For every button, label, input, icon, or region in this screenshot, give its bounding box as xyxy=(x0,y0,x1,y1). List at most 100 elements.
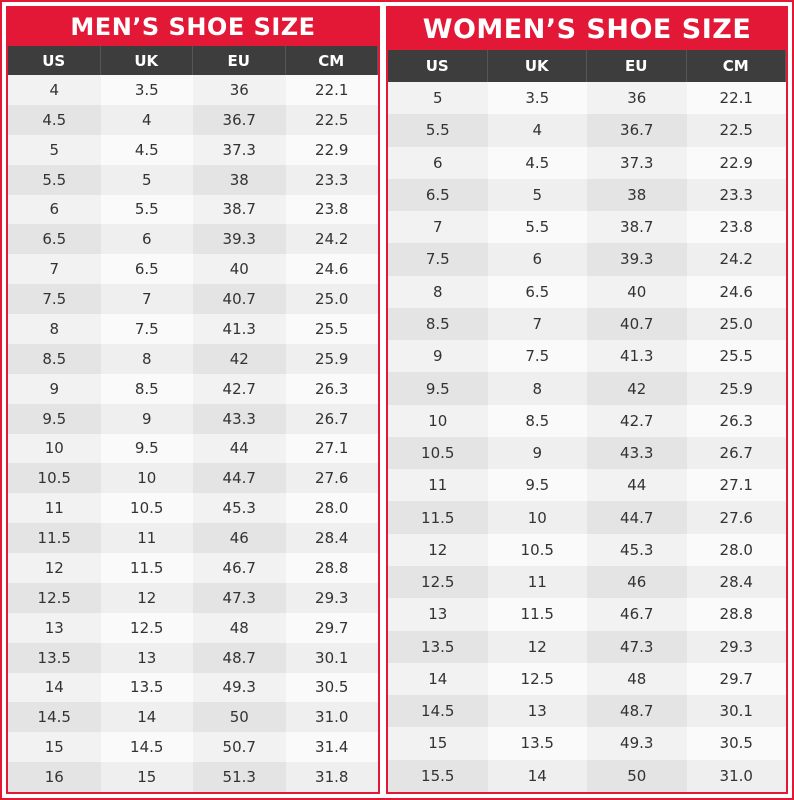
table-cell: 26.3 xyxy=(285,373,378,404)
table-cell: 5.5 xyxy=(388,114,488,147)
table-cell: 11.5 xyxy=(388,501,488,534)
table-cell: 39.3 xyxy=(587,243,687,276)
table-cell: 24.2 xyxy=(285,224,378,255)
table-cell: 24.6 xyxy=(285,254,378,285)
table-cell: 40 xyxy=(193,254,286,285)
table-cell: 31.0 xyxy=(686,759,786,792)
table-cell: 10 xyxy=(388,404,488,437)
table-cell: 25.5 xyxy=(686,340,786,373)
table-cell: 3.5 xyxy=(100,75,193,105)
table-cell: 11 xyxy=(388,469,488,502)
table-cell: 26.3 xyxy=(686,404,786,437)
table-cell: 8.5 xyxy=(100,373,193,404)
table-cell: 9.5 xyxy=(487,469,587,502)
table-cell: 48.7 xyxy=(193,642,286,673)
mens-panel: MEN’S SHOE SIZE US UK EU CM 4 3.5 36 22.1 4.5 4 36… xyxy=(6,6,380,794)
table-cell: 7 xyxy=(388,211,488,244)
table-cell: 5.5 xyxy=(8,164,101,195)
table-cell: 50.7 xyxy=(193,732,286,763)
table-cell: 22.9 xyxy=(285,134,378,165)
table-row: 7 6.5 40 24.6 xyxy=(8,254,378,285)
table-cell: 11.5 xyxy=(487,598,587,631)
table-row: 14.5 14 50 31.0 xyxy=(8,702,378,733)
table-cell: 44.7 xyxy=(587,501,687,534)
table-cell: 24.6 xyxy=(686,275,786,308)
table-cell: 4 xyxy=(8,75,101,105)
table-cell: 30.1 xyxy=(686,695,786,728)
table-cell: 39.3 xyxy=(193,224,286,255)
table-cell: 51.3 xyxy=(193,762,286,792)
table-cell: 9 xyxy=(487,436,587,470)
table-cell: 8.5 xyxy=(8,343,101,374)
table-row: 14 13.5 49.3 30.5 xyxy=(8,672,378,703)
table-cell: 42.7 xyxy=(587,404,687,437)
header-cell: US xyxy=(388,50,488,82)
table-cell: 6.5 xyxy=(487,275,587,308)
table-row: 13 11.5 46.7 28.8 xyxy=(388,598,786,631)
table-cell: 48 xyxy=(587,662,687,696)
table-row: 15.5 14 50 31.0 xyxy=(388,759,786,792)
table-cell: 7.5 xyxy=(487,340,587,373)
table-cell: 7.5 xyxy=(100,314,193,344)
table-cell: 13 xyxy=(100,642,193,673)
title: MEN’S SHOE SIZE xyxy=(8,8,378,46)
table-cell: 13.5 xyxy=(8,642,101,673)
table-row: 11 9.5 44 27.1 xyxy=(388,469,786,502)
table-row: 9.5 9 43.3 26.7 xyxy=(8,403,378,434)
table-cell: 38 xyxy=(587,178,687,212)
table-cell: 8.5 xyxy=(487,404,587,437)
table-cell: 11 xyxy=(100,523,193,553)
table-cell: 6.5 xyxy=(8,224,101,255)
table-cell: 8 xyxy=(100,343,193,374)
table-cell: 49.3 xyxy=(193,672,286,703)
table-cell: 25.9 xyxy=(285,343,378,374)
table-row: 12.5 11 46 28.4 xyxy=(388,565,786,599)
table-cell: 14.5 xyxy=(388,695,488,728)
header-cell: UK xyxy=(101,46,193,75)
table-cell: 13.5 xyxy=(100,672,193,703)
table-cell: 28.4 xyxy=(285,523,378,553)
table-cell: 41.3 xyxy=(193,314,286,344)
table-row: 14.5 13 48.7 30.1 xyxy=(388,695,786,728)
table-cell: 5.5 xyxy=(487,211,587,244)
table-cell: 4 xyxy=(100,104,193,135)
header-row: US UK EU CM xyxy=(8,46,378,75)
table-row: 15 14.5 50.7 31.4 xyxy=(8,732,378,763)
table-cell: 30.5 xyxy=(686,727,786,760)
table-cell: 5 xyxy=(487,178,587,212)
table-cell: 25.5 xyxy=(285,314,378,344)
table-row: 12 11.5 46.7 28.8 xyxy=(8,553,378,583)
table-cell: 13.5 xyxy=(388,630,488,663)
table-cell: 12.5 xyxy=(8,582,101,613)
table-cell: 41.3 xyxy=(587,340,687,373)
table-cell: 44.7 xyxy=(193,463,286,494)
table-cell: 22.1 xyxy=(285,75,378,105)
table-cell: 47.3 xyxy=(587,630,687,663)
table-cell: 26.7 xyxy=(285,403,378,434)
table-row: 8 7.5 41.3 25.5 xyxy=(8,314,378,344)
table-cell: 10.5 xyxy=(8,463,101,494)
table-cell: 10.5 xyxy=(487,533,587,566)
table-cell: 12.5 xyxy=(100,612,193,643)
table-cell: 4 xyxy=(487,114,587,147)
table-cell: 25.9 xyxy=(686,372,786,405)
table-cell: 28.4 xyxy=(686,565,786,599)
table-cell: 27.6 xyxy=(686,501,786,534)
table-cell: 10.5 xyxy=(100,493,193,524)
table-row: 15 13.5 49.3 30.5 xyxy=(388,727,786,760)
table-cell: 38 xyxy=(193,164,286,195)
table-row: 12 10.5 45.3 28.0 xyxy=(388,533,786,566)
table-cell: 31.8 xyxy=(285,762,378,792)
table-cell: 15.5 xyxy=(388,759,488,792)
table-cell: 47.3 xyxy=(193,582,286,613)
table-cell: 25.0 xyxy=(285,284,378,314)
table-cell: 16 xyxy=(8,762,101,792)
table-cell: 36.7 xyxy=(193,104,286,135)
table-cell: 26.7 xyxy=(686,436,786,470)
table-cell: 14 xyxy=(388,662,488,696)
table-cell: 12 xyxy=(487,630,587,663)
table-row: 4 3.5 36 22.1 xyxy=(8,75,378,105)
table-cell: 15 xyxy=(100,762,193,792)
table-row: 8.5 8 42 25.9 xyxy=(8,343,378,374)
